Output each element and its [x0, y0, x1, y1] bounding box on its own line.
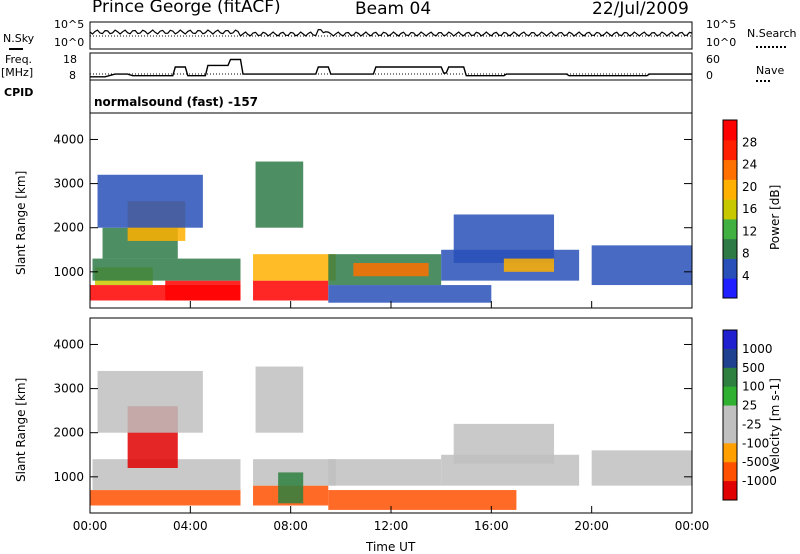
power-cbar-tick: 24 — [742, 158, 757, 172]
velocity-cbar-tick: -500 — [742, 455, 769, 469]
power-cbar-swatch — [723, 139, 737, 161]
velocity-region-7 — [278, 472, 304, 504]
velocity-ytick-label: 1000 — [53, 470, 84, 484]
velocity-cbar-tick: 1000 — [742, 342, 773, 356]
velocity-ytick-label: 3000 — [53, 382, 84, 396]
power-cbar-tick: 20 — [742, 180, 757, 194]
nsky-legend-line — [9, 48, 23, 50]
velocity-cbar-swatch — [723, 405, 737, 425]
power-cbar-swatch — [723, 238, 737, 259]
velocity-cbar-tick: 25 — [742, 399, 757, 413]
power-cbar-label: Power [dB] — [768, 184, 782, 250]
cpid-label: CPID — [4, 86, 34, 99]
power-cbar-tick: 12 — [742, 224, 757, 238]
power-region-14 — [453, 214, 555, 263]
power-ytick-label: 3000 — [53, 177, 84, 191]
velocity-cbar-swatch — [723, 330, 737, 350]
velocity-ytick-label: 2000 — [53, 426, 84, 440]
nsearch-tick-top: 10^5 — [706, 18, 737, 31]
power-cbar-tick: 28 — [742, 135, 757, 149]
power-region-1 — [165, 280, 241, 301]
power-ytick-label: 4000 — [53, 132, 84, 146]
program-label: normalsound (fast) -157 — [94, 95, 259, 109]
velocity-region-11 — [453, 423, 555, 464]
power-ylabel: Slant Range [km] — [14, 170, 28, 275]
velocity-cbar-frame — [722, 329, 738, 501]
power-region-8 — [253, 254, 336, 281]
velocity-cbar-swatch — [723, 481, 737, 501]
power-cbar-swatch — [723, 218, 737, 240]
power-cbar-swatch — [723, 159, 737, 180]
xtick-label: 08:00 — [273, 519, 308, 533]
freq-label: Freq. — [5, 53, 33, 66]
velocity-region-8 — [328, 459, 442, 486]
power-cbar-swatch — [723, 278, 737, 299]
x-axis-label: Time UT — [366, 540, 416, 554]
power-region-9 — [255, 161, 304, 228]
xtick-label: 00:00 — [675, 519, 710, 533]
nsky-line — [89, 28, 693, 37]
velocity-region-12 — [591, 450, 692, 486]
power-region-15 — [503, 258, 555, 272]
power-cbar-tick: 4 — [742, 269, 750, 283]
velocity-cbar-swatch — [723, 367, 737, 388]
power-cbar-swatch — [723, 120, 737, 141]
power-region-6 — [97, 174, 203, 228]
velocity-region-4 — [97, 370, 203, 433]
power-region-16 — [591, 245, 692, 286]
velocity-cbar-tick: -25 — [742, 417, 762, 431]
velocity-cbar-tick: 500 — [742, 361, 765, 375]
velocity-cbar-tick: -1000 — [742, 474, 777, 488]
velocity-cbar-tick: -100 — [742, 436, 769, 450]
velocity-ytick-label: 4000 — [53, 337, 84, 351]
nsky-label: N.Sky — [3, 32, 35, 45]
power-ytick-label: 2000 — [53, 221, 84, 235]
power-region-7 — [253, 280, 329, 301]
power-cbar-swatch — [723, 179, 737, 200]
power-cbar-frame — [722, 119, 738, 299]
power-region-3 — [92, 258, 241, 281]
freq-line — [90, 58, 692, 78]
power-cbar-swatch — [723, 258, 737, 279]
velocity-cbar-swatch — [723, 386, 737, 407]
nave-label: Nave — [756, 64, 785, 77]
cpid-panel-frame — [89, 79, 693, 114]
velocity-region-6 — [255, 366, 304, 433]
power-cbar-tick: 16 — [742, 202, 757, 216]
velocity-cbar-swatch — [723, 443, 737, 463]
velocity-cbar-label: Velocity [m s-1] — [768, 378, 782, 472]
nsearch-label: N.Search — [747, 27, 797, 40]
velocity-region-0 — [90, 490, 241, 506]
nsky-tick-bottom: 10^0 — [54, 36, 85, 49]
power-cbar-tick: 8 — [742, 247, 750, 261]
freq-tick-bottom: 8 — [69, 69, 76, 82]
date-title: 22/Jul/2009 — [592, 0, 689, 19]
xtick-label: 20:00 — [574, 519, 609, 533]
xtick-label: 16:00 — [474, 519, 509, 533]
velocity-ylabel: Slant Range [km] — [14, 377, 28, 482]
velocity-cbar-swatch — [723, 348, 737, 369]
xtick-label: 12:00 — [374, 519, 409, 533]
freq-tick-top: 18 — [63, 53, 77, 66]
nsearch-tick-bottom: 10^0 — [706, 36, 737, 49]
power-region-12 — [328, 285, 492, 303]
station-title: Prince George (fitACF) — [92, 0, 281, 17]
nave-tick-top: 60 — [706, 53, 720, 66]
freq-unit-label: [MHz] — [1, 66, 34, 79]
power-cbar-swatch — [723, 199, 737, 220]
power-region-11 — [353, 263, 429, 277]
xtick-label: 04:00 — [173, 519, 208, 533]
velocity-cbar-tick: 100 — [742, 380, 765, 394]
velocity-cbar-swatch — [723, 462, 737, 482]
beam-title: Beam 04 — [355, 0, 432, 19]
nave-legend-line — [756, 80, 770, 82]
velocity-cbar-swatch — [723, 424, 737, 444]
power-ytick-label: 1000 — [53, 265, 84, 279]
nsky-tick-top: 10^5 — [54, 18, 85, 31]
xtick-label: 00:00 — [73, 519, 108, 533]
nave-tick-bottom: 0 — [706, 69, 713, 82]
velocity-region-9 — [328, 490, 517, 510]
nsearch-legend-line — [756, 46, 786, 48]
